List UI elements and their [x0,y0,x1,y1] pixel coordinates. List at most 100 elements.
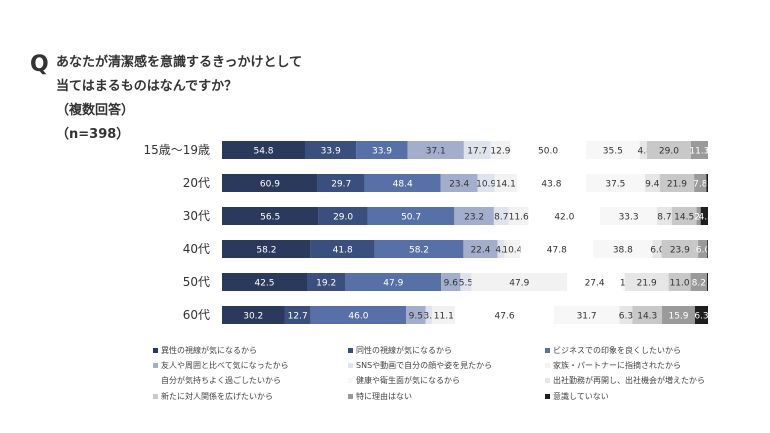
bar-value-label: 30.2 [243,312,263,322]
bar-value-label: 10.9 [476,180,496,190]
bar-value-label: 17.7 [467,147,487,157]
legend-label: 健康や衛生面が気になるから [356,376,460,385]
bar-segment [659,174,695,192]
bar-segment [432,306,456,324]
bar-segment [310,240,375,258]
bar-value-label: 21.9 [637,279,657,289]
bar-value-label: 50.7 [401,213,421,223]
bar-value-label: 47.9 [383,279,403,289]
legend-label: ビジネスでの印象を良くしたいから [553,346,681,355]
legend-label: 友人や周囲と比べて気になったから [161,361,289,370]
legend-label: 特に理由はない [356,392,412,401]
bar-segment [345,273,442,291]
legend-swatch [545,378,550,383]
bar-segment [694,306,708,324]
bar-value-label: 50.0 [538,147,558,157]
legend-item: 健康や衛生面が気になるから [348,375,460,386]
bar-value-label: 42.5 [254,279,274,289]
legend-swatch [153,378,158,383]
category-label: 40代 [183,242,210,256]
legend-swatch [153,348,158,353]
legend-swatch [545,394,550,399]
bar-value-label: 6.3 [619,312,633,322]
bar-segment [706,174,708,192]
category-label: 15歳〜19歳 [143,143,210,157]
bar-value-label: 6.0 [696,246,711,256]
bar-value-label: 5.5 [459,279,473,289]
bar-value-label: 22.4 [470,246,490,256]
legend-label: 出社勤務が再開し、出社機会が増えたから [553,376,705,385]
bar-value-label: 8.7 [494,213,508,223]
bar-value-label: 0.0 [706,147,721,157]
bar-segment [222,141,305,159]
bar-segment [222,306,285,324]
bar-value-label: 29.7 [331,180,351,190]
bar-segment [698,240,708,258]
bar-value-label: 11.3 [689,147,709,157]
legend-label: 意識していない [553,392,609,401]
legend-label: 新たに対人関係を広げたいから [161,392,273,401]
bar-segment [463,141,491,159]
bar-segment [310,306,407,324]
bar-segment [668,273,691,291]
bar-value-label: 29.0 [333,213,353,223]
bar-segment [661,240,699,258]
bar-segment [585,174,645,192]
legend-swatch [348,363,353,368]
bar-segment [619,306,633,324]
bar-segment [460,273,472,291]
bar-segment [662,306,695,324]
bar-value-label: 43.8 [541,180,561,190]
bar-segment [696,207,701,225]
bar-value-label: 8.7 [657,213,671,223]
stacked-bar-chart: 15歳〜19歳 54.8 33.9 33.9 37.1 17.7 12.9 50.0 35.5 4… [143,141,721,324]
bar-segment [222,207,319,225]
bar-value-label: 14.5 [674,213,694,223]
bar-value-label: 21.9 [667,180,687,190]
bar-segment [671,207,697,225]
category-label: 20代 [183,176,210,190]
bar-segment [477,174,495,192]
bar-segment [455,306,554,324]
bar-segment [504,240,521,258]
legend-item: 友人や周囲と比べて気になったから [153,360,289,371]
legend-swatch [545,363,550,368]
bar-value-label: 12.9 [490,147,510,157]
bar-segment [407,141,464,159]
legend-label: 家族・パートナーに指摘されたから [553,361,681,370]
bar-segment [707,240,708,258]
bar-segment [644,174,660,192]
bar-value-label: 42.0 [554,213,574,223]
bar-value-label: 47.8 [547,246,567,256]
bar-segment [490,141,511,159]
bar-segment [441,273,461,291]
bar-segment [367,207,455,225]
legend-item: ビジネスでの印象を良くしたいから [545,345,681,356]
legend-swatch [348,378,353,383]
bar-segment [656,207,672,225]
legend-label: SNSや動画で自分の顔や姿を見たから [356,361,493,370]
bar-value-label: 60.9 [260,180,280,190]
bar-value-label: 12.7 [288,312,308,322]
bar-segment [520,240,594,258]
bar-segment [425,306,433,324]
bar-segment [646,141,691,159]
bar-segment [493,207,509,225]
bar-segment [222,240,311,258]
legend-label: 自分が気持ちよく過ごしたいから [161,376,281,385]
bar-segment [600,207,657,225]
bar-value-label: 58.2 [409,246,429,256]
bar-segment [508,207,529,225]
bar-value-label: 23.9 [670,246,690,256]
legend-item: 出社勤務が再開し、出社機会が増えたから [545,375,705,386]
bar-value-label: 41.8 [333,246,353,256]
category-label: 30代 [183,209,210,223]
legend-item: 新たに対人関係を広げたいから [153,391,273,402]
bar-value-label: 14.3 [637,312,657,322]
bar-segment [528,207,601,225]
bar-segment [284,306,311,324]
bar-value-label: 6.3 [694,312,708,322]
bar-segment [700,207,708,225]
category-label: 50代 [183,275,210,289]
bar-value-label: 37.5 [605,180,625,190]
